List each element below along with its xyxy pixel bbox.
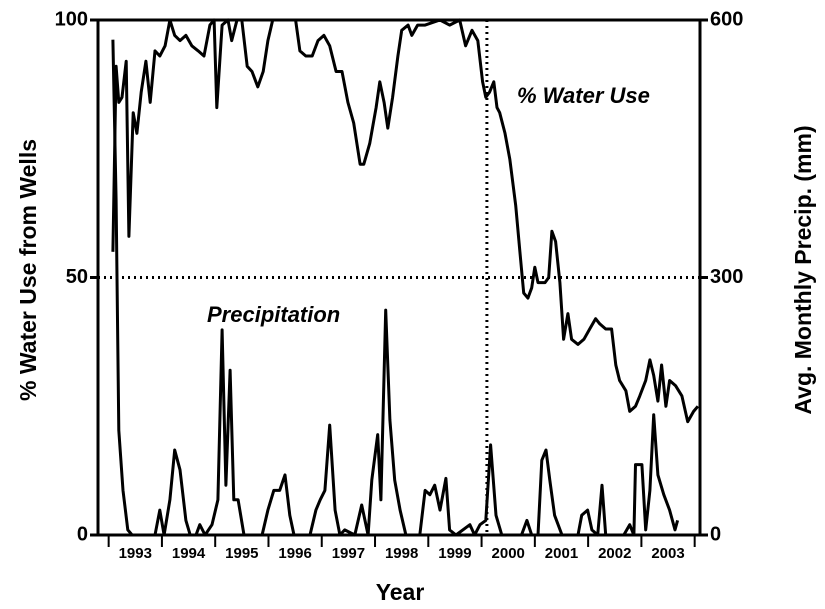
y2-tick-label: 600 [710,8,743,30]
x-tick-label: 2000 [492,545,525,562]
x-tick-label: 1999 [438,545,471,562]
annotation: % Water Use [517,83,650,108]
y-tick-label: 0 [77,523,88,545]
y2-axis-title: Avg. Monthly Precip. (mm) [790,125,816,414]
y2-tick-label: 300 [710,266,743,288]
y-tick-label: 100 [55,8,88,30]
x-tick-label: 2002 [598,545,631,562]
y-tick-label: 50 [66,266,88,288]
x-axis-title: Year [376,579,425,605]
x-tick-label: 1996 [278,545,311,562]
x-tick-label: 1993 [119,545,152,562]
annotation: Precipitation [207,302,340,327]
x-tick-label: 1995 [225,545,258,562]
x-tick-label: 2001 [545,545,578,562]
y2-tick-label: 0 [710,523,721,545]
x-tick-label: 1997 [332,545,365,562]
y-axis-title: % Water Use from Wells [15,139,41,401]
data-line [111,18,700,424]
x-tick-label: 1998 [385,545,418,562]
x-tick-label: 2003 [651,545,684,562]
x-tick-label: 1994 [172,545,206,562]
data-line [111,39,680,537]
